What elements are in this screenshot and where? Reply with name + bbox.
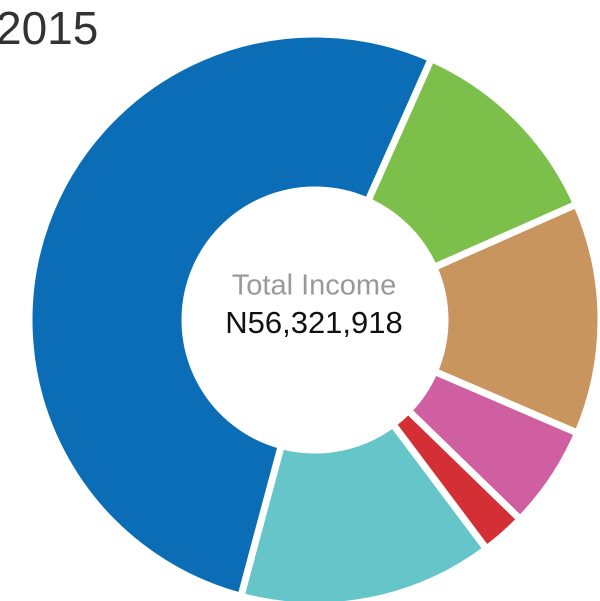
- donut-segment: [429, 199, 600, 438]
- chart-title: 2015: [0, 2, 98, 54]
- donut-segment: [25, 30, 436, 601]
- donut-segment: [363, 54, 582, 272]
- center-label: Total Income: [232, 270, 396, 302]
- donut-segment: [403, 366, 583, 525]
- center-value: N56,321,918: [225, 305, 403, 340]
